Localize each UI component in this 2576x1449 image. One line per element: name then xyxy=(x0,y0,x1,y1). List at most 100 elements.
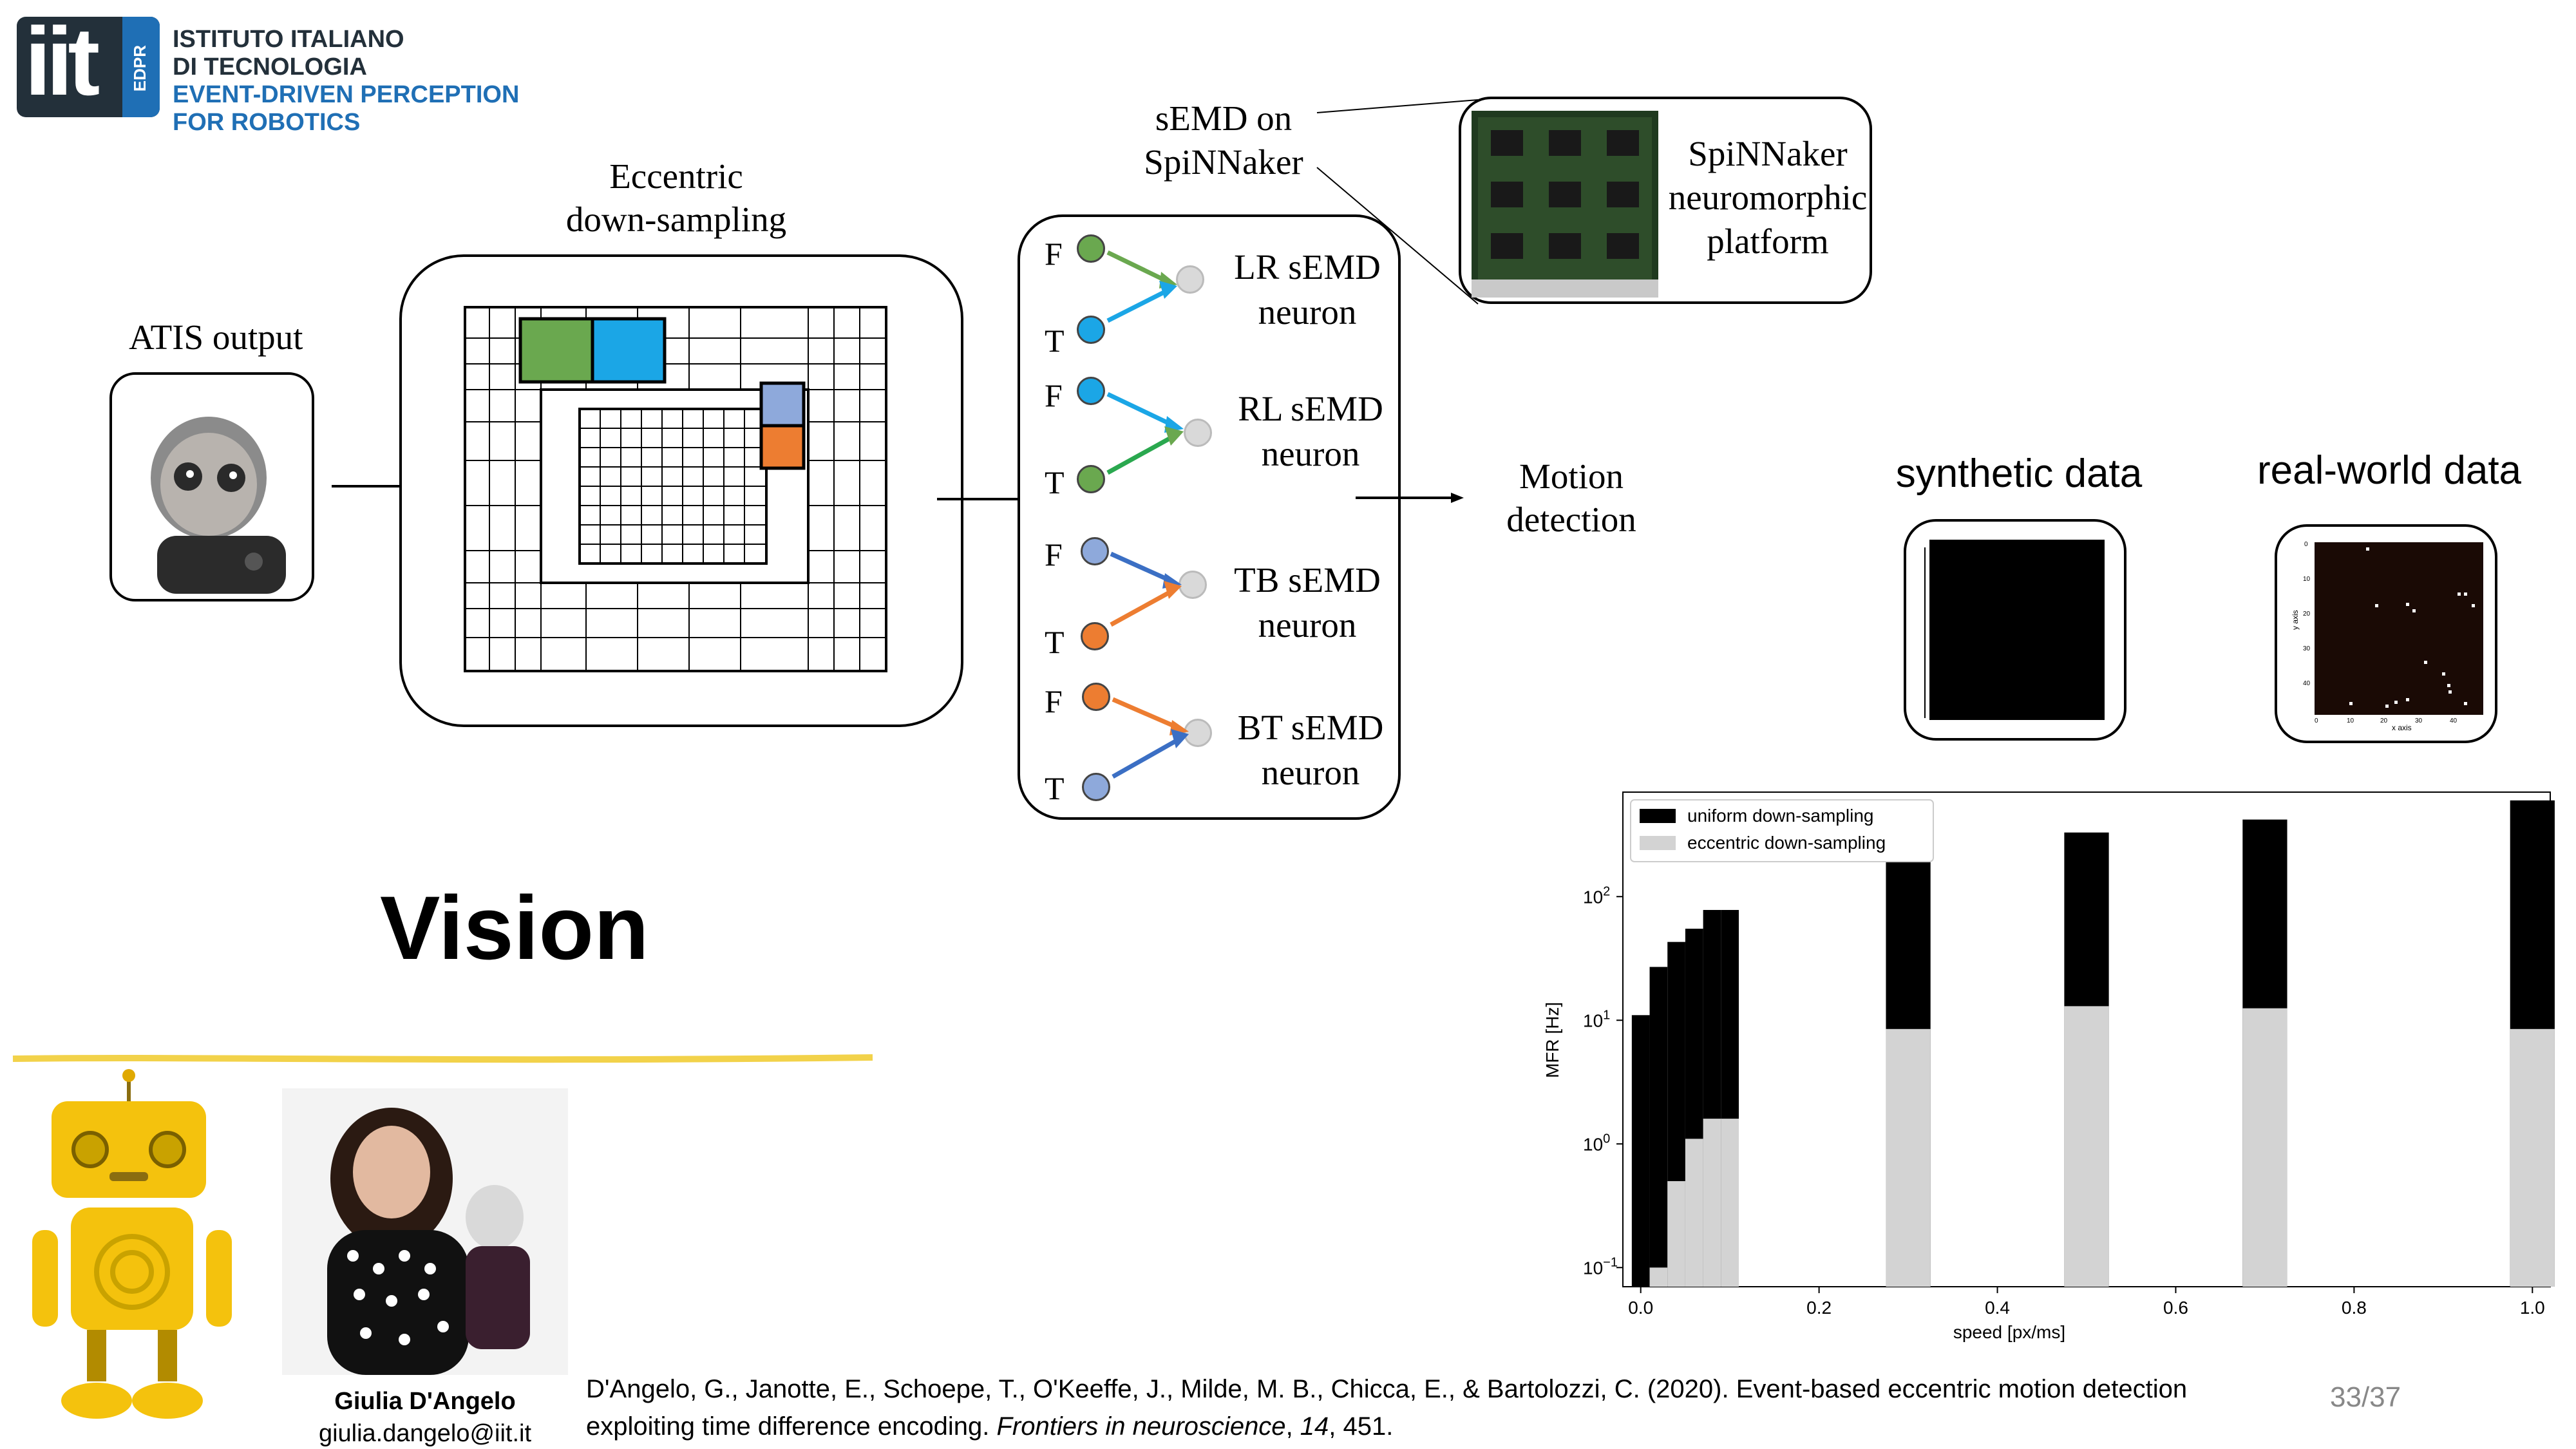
atis-label: ATIS output xyxy=(129,317,303,357)
neuron-rl-name: RL sEMD xyxy=(1238,389,1383,428)
neuron-rl-f-node xyxy=(1077,377,1105,405)
eccentric-box xyxy=(399,254,963,727)
neuron-rl-f-label: F xyxy=(1045,377,1063,413)
logo-edpr-tag xyxy=(122,17,160,117)
page-number: 33/37 xyxy=(2330,1381,2401,1413)
realworld-ytick: 20 xyxy=(2303,611,2311,618)
realworld-ytick: 40 xyxy=(2303,680,2311,687)
neuron-lr-sub: neuron xyxy=(1258,292,1357,332)
citation-sep: , xyxy=(1285,1412,1300,1441)
neuron-bt-t-node xyxy=(1082,773,1110,801)
author-photo xyxy=(282,1088,568,1375)
realworld-data-label: real-world data xyxy=(2257,448,2522,493)
realworld-x-axis-label: x axis xyxy=(2392,723,2412,732)
synthetic-data-label: synthetic data xyxy=(1895,451,2143,496)
synthetic-data-box xyxy=(1904,519,2126,741)
x-tick-label: 0.8 xyxy=(2342,1298,2367,1318)
motion-label-1: Motion xyxy=(1519,457,1624,496)
neuron-rl-sub: neuron xyxy=(1261,434,1360,473)
neuron-tb-f-node xyxy=(1081,537,1109,565)
neuron-lr-synapses xyxy=(1106,250,1177,323)
spinnaker-label-3: platform xyxy=(1707,222,1829,261)
neuron-lr-t-node xyxy=(1077,316,1105,344)
neuron-lr-f-node xyxy=(1077,234,1105,263)
semd-label-2: SpiNNaker xyxy=(1144,142,1303,182)
neuron-bt-synapses xyxy=(1112,697,1189,779)
eccentric-label-1: Eccentric xyxy=(609,156,743,196)
neuron-bt-sub: neuron xyxy=(1261,753,1360,792)
chart-x-axis-label: speed [px/ms] xyxy=(1953,1322,2065,1342)
bar-uniform-1 xyxy=(1649,967,1668,1287)
y-tick-label: 102 xyxy=(1583,884,1610,907)
eccentric-grid xyxy=(464,306,887,672)
neuron-bt-f-label: F xyxy=(1045,683,1063,719)
citation-part-1: D'Angelo, G., Janotte, E., Schoepe, T., … xyxy=(586,1375,2188,1403)
neuron-lr-t-label: T xyxy=(1045,323,1065,359)
neuron-rl-synapses xyxy=(1106,392,1184,475)
citation: D'Angelo, G., Janotte, E., Schoepe, T., … xyxy=(586,1370,2187,1445)
x-tick-label: 0.0 xyxy=(1628,1298,1653,1318)
spinnaker-board-image xyxy=(1472,111,1658,298)
robot-face-image xyxy=(151,417,286,594)
bar-eccentric-1 xyxy=(1649,1267,1668,1287)
semd-box xyxy=(1018,214,1401,820)
bar-eccentric-6 xyxy=(1886,1028,1931,1287)
logo-edpr-text: EDPR xyxy=(130,45,149,92)
neuron-tb-f-label: F xyxy=(1045,536,1063,573)
x-tick-label: 0.4 xyxy=(1985,1298,2010,1318)
neuron-tb-sub: neuron xyxy=(1258,605,1357,645)
synthetic-data-image xyxy=(1929,540,2105,720)
realworld-xtick: 20 xyxy=(2380,717,2388,724)
bar-eccentric-4 xyxy=(1703,1119,1721,1287)
author-email[interactable]: giulia.dangelo@iit.it xyxy=(318,1420,532,1447)
y-tick-label: 100 xyxy=(1583,1132,1610,1154)
legend-swatch-eccentric xyxy=(1640,836,1676,850)
logo-line-1: ISTITUTO ITALIANO xyxy=(173,26,404,53)
bar-eccentric-8 xyxy=(2242,1008,2287,1287)
bar-eccentric-2 xyxy=(1667,1181,1685,1287)
citation-journal: Frontiers in neuroscience xyxy=(996,1412,1286,1441)
neuron-tb-synapses xyxy=(1110,551,1182,627)
realworld-data-plot: y axis x axis 0 10 20 30 40 0 10 20 30 4… xyxy=(2291,541,2483,732)
neuron-rl-t-label: T xyxy=(1045,464,1065,500)
neuron-tb-t-node xyxy=(1081,622,1109,650)
citation-volume: 14 xyxy=(1300,1412,1329,1441)
neuron-bt-name: BT sEMD xyxy=(1237,708,1384,747)
y-tick-label: 10−1 xyxy=(1583,1255,1618,1278)
arrow-semd-to-motion xyxy=(1356,493,1464,503)
neuron-tb-name: TB sEMD xyxy=(1234,560,1381,600)
neuron-lr-name: LR sEMD xyxy=(1234,247,1381,287)
x-tick-label: 0.6 xyxy=(2163,1298,2188,1318)
event-points xyxy=(2349,547,2475,708)
spinnaker-label-1: SpiNNaker xyxy=(1688,134,1848,173)
bar-eccentric-3 xyxy=(1685,1139,1703,1287)
neuron-bt-t-label: T xyxy=(1045,770,1065,806)
bar-eccentric-9 xyxy=(2510,1028,2555,1287)
motion-label-2: detection xyxy=(1506,500,1636,539)
realworld-ytick: 10 xyxy=(2303,576,2311,583)
chart-legend: uniform down-sampling eccentric down-sam… xyxy=(1630,799,1934,862)
legend-label-eccentric: eccentric down-sampling xyxy=(1687,833,1886,853)
realworld-y-axis-label: y axis xyxy=(2291,610,2300,630)
x-tick-label: 1.0 xyxy=(2520,1298,2545,1318)
realworld-xtick: 30 xyxy=(2415,717,2423,724)
spinnaker-callout-lines xyxy=(1316,99,1479,305)
logo-line-4: FOR ROBOTICS xyxy=(173,109,361,136)
eccentric-label-2: down-sampling xyxy=(565,200,787,239)
neuron-rl-t-node xyxy=(1077,465,1105,493)
neuron-tb-t-label: T xyxy=(1045,624,1065,660)
legend-label-uniform: uniform down-sampling xyxy=(1687,806,1873,826)
citation-part-2: exploiting time difference encoding. xyxy=(586,1412,997,1441)
logo-line-2: DI TECNOLOGIA xyxy=(173,53,367,80)
realworld-xtick: 0 xyxy=(2315,717,2318,724)
realworld-xtick: 40 xyxy=(2450,717,2458,724)
legend-swatch-uniform xyxy=(1640,809,1676,823)
spinnaker-label-2: neuromorphic xyxy=(1668,178,1868,217)
neuron-rl-out-node xyxy=(1184,419,1212,447)
bar-eccentric-7 xyxy=(2064,1006,2109,1287)
author-name: Giulia D'Angelo xyxy=(334,1388,516,1415)
mfr-bar-chart: 0.0 0.2 0.4 0.6 0.8 1.0 102 101 100 10−1 MFR [Hz]… xyxy=(1542,791,2555,1342)
bar-uniform-0 xyxy=(1631,1015,1650,1287)
realworld-data-box: y axis x axis 0 10 20 30 40 0 10 20 30 4… xyxy=(2275,524,2497,743)
realworld-ytick: 0 xyxy=(2304,541,2308,548)
